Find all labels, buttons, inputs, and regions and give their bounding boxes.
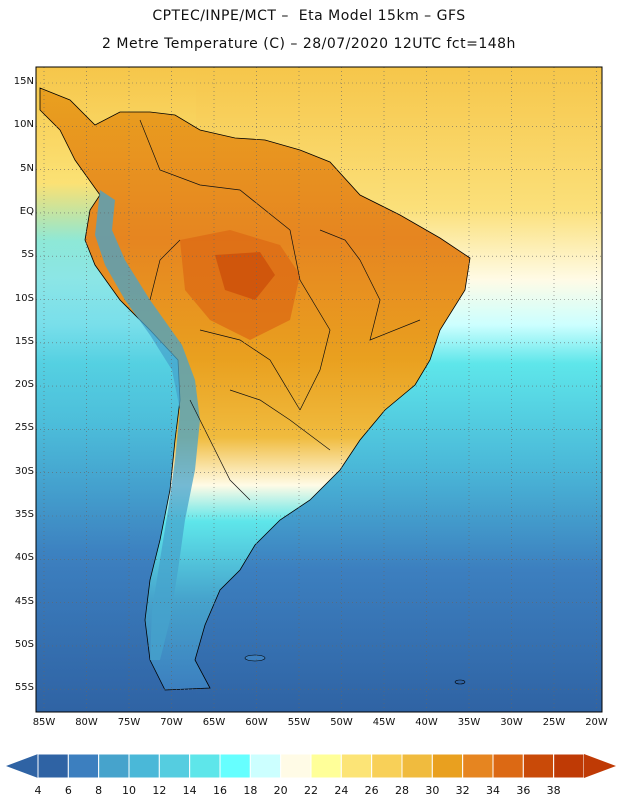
colorbar-label: 38 <box>546 784 561 797</box>
map-panel <box>35 66 603 713</box>
colorbar-swatch <box>371 753 403 779</box>
colorbar-swatch <box>431 753 464 779</box>
colorbar-swatch <box>492 753 524 779</box>
map-subtitle: 2 Metre Temperature (C) – 28/07/2020 12U… <box>102 36 516 52</box>
longitude-label: 75W <box>117 717 141 728</box>
colorbar-label: 20 <box>273 784 288 797</box>
falkland-islands <box>244 654 266 662</box>
longitude-label: 60W <box>245 717 268 728</box>
colorbar-swatch <box>280 753 312 779</box>
longitude-label: 45W <box>372 717 396 728</box>
colorbar-label: 22 <box>304 784 318 797</box>
colorbar-swatch <box>249 753 282 779</box>
colorbar-swatch <box>340 753 373 779</box>
latitude-label: 10S <box>14 292 34 304</box>
longitude-label: 40W <box>415 717 438 728</box>
latitude-label: 5S <box>21 249 34 261</box>
latitude-label: 35S <box>14 509 34 520</box>
colorbar-swatch <box>219 753 251 779</box>
longitude-label: 65W <box>202 717 226 728</box>
latitude-label: 40S <box>14 552 34 564</box>
colorbar-label: 32 <box>455 784 470 797</box>
latitude-label: 45S <box>14 595 34 607</box>
latitude-label: 50S <box>14 638 34 650</box>
latitude-label: 30S <box>14 465 34 477</box>
colorbar-swatch <box>158 753 191 779</box>
colorbar-label: 30 <box>425 784 440 797</box>
colorbar-label: 28 <box>395 784 409 797</box>
colorbar-label: 18 <box>243 784 258 797</box>
longitude-label: 50W <box>330 717 353 728</box>
latitude-label: 55S <box>14 682 34 694</box>
longitude-label: 80W <box>75 717 98 728</box>
colorbar-label: 12 <box>152 784 167 797</box>
colorbar-swatch <box>67 753 100 779</box>
colorbar-swatch <box>553 753 585 779</box>
latitude-label: 25S <box>14 422 34 434</box>
latitude-label: 10N <box>13 119 34 131</box>
longitude-label: 55W <box>287 717 311 728</box>
longitude-label: 20W <box>585 717 608 728</box>
colorbar-label: 10 <box>122 784 136 797</box>
colorbar-swatch <box>522 753 555 779</box>
latitude-label: 5N <box>20 162 34 174</box>
south-georgia <box>454 679 466 685</box>
colorbar-swatch <box>128 753 160 779</box>
colorbar-label: 26 <box>364 784 379 797</box>
longitude-label: 85W <box>32 717 56 728</box>
latitude-label: 15S <box>14 335 34 347</box>
colorbar-label: 14 <box>182 784 197 797</box>
longitude-label: 70W <box>160 717 183 728</box>
colorbar-swatch <box>462 753 494 779</box>
latitude-label: EQ <box>19 205 34 217</box>
latitude-label: 15N <box>13 76 34 87</box>
map-frame <box>35 66 603 713</box>
colorbar-swatch <box>310 753 342 779</box>
colorbar-label: 24 <box>334 784 349 797</box>
colorbar <box>6 753 616 779</box>
colorbar-low-arrow <box>6 754 38 778</box>
south-america-land <box>39 87 471 691</box>
hottest-core-region <box>215 252 275 300</box>
andes-cold-strip <box>95 190 200 660</box>
longitude-label: 35W <box>457 717 481 728</box>
colorbar-swatch <box>401 753 433 779</box>
map-title: CPTEC/INPE/MCT – Eta Model 15km – GFS <box>152 8 466 24</box>
colorbar-swatch <box>189 753 221 779</box>
longitude-label: 25W <box>542 717 566 728</box>
colorbar-label: 8 <box>95 784 103 797</box>
latitude-label: 20S <box>14 379 34 391</box>
colorbar-swatch <box>37 753 69 779</box>
colorbar-high-arrow <box>584 754 616 778</box>
colorbar-label: 16 <box>213 784 227 797</box>
colorbar-label: 36 <box>516 784 531 797</box>
colorbar-label: 6 <box>64 784 72 797</box>
colorbar-label: 4 <box>34 784 42 797</box>
colorbar-label: 34 <box>486 784 500 797</box>
colorbar-swatch <box>98 753 130 779</box>
longitude-label: 30W <box>500 717 523 728</box>
